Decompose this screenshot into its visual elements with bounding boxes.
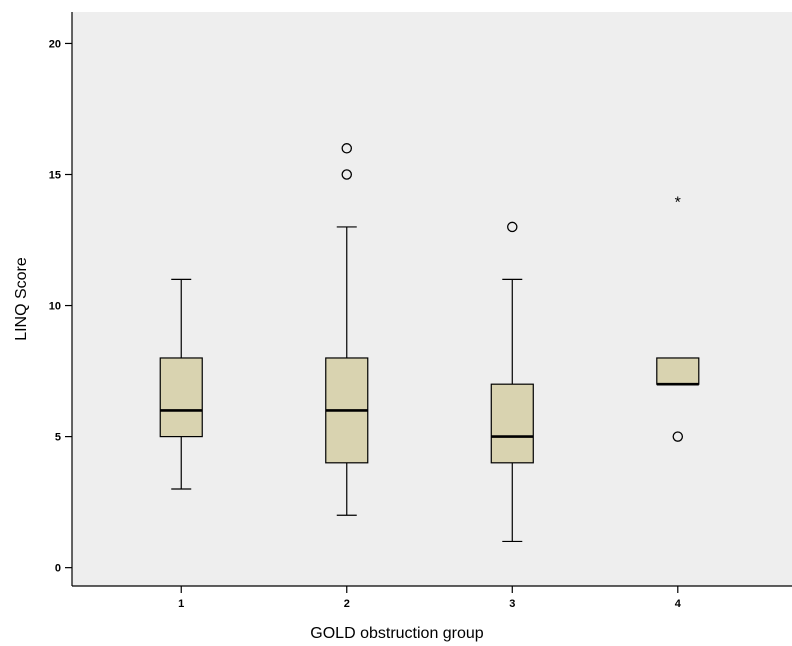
x-tick-label: 1 [178, 598, 184, 610]
box-group-1 [159, 278, 203, 490]
x-tick-label: 2 [344, 598, 350, 610]
outlier-point [341, 169, 353, 180]
axes-layer: 0 5 10 15 20 1 2 3 4 [49, 12, 792, 610]
box-group-2 [325, 143, 369, 516]
box-group-3 [490, 221, 534, 543]
box-iqr [159, 357, 203, 438]
y-tick-label: 0 [55, 563, 61, 575]
plot-area [72, 12, 792, 586]
boxes-layer: * [159, 143, 700, 543]
x-tick-label: 4 [675, 598, 682, 610]
x-axis-title: GOLD obstruction group [310, 625, 484, 642]
y-axis-title: LINQ Score [13, 257, 30, 341]
outlier-point [672, 431, 684, 442]
box-iqr [490, 383, 534, 464]
outlier-point [507, 221, 518, 233]
y-tick-label: 10 [49, 301, 61, 313]
box-group-4: * [656, 195, 700, 442]
y-tick-label: 20 [49, 38, 61, 50]
y-tick-label: 15 [49, 170, 61, 182]
box-iqr [656, 357, 700, 385]
extreme-point: * [675, 195, 681, 212]
x-tick-label: 3 [509, 598, 515, 610]
outlier-point [341, 143, 353, 154]
y-tick-label: 5 [55, 432, 61, 444]
